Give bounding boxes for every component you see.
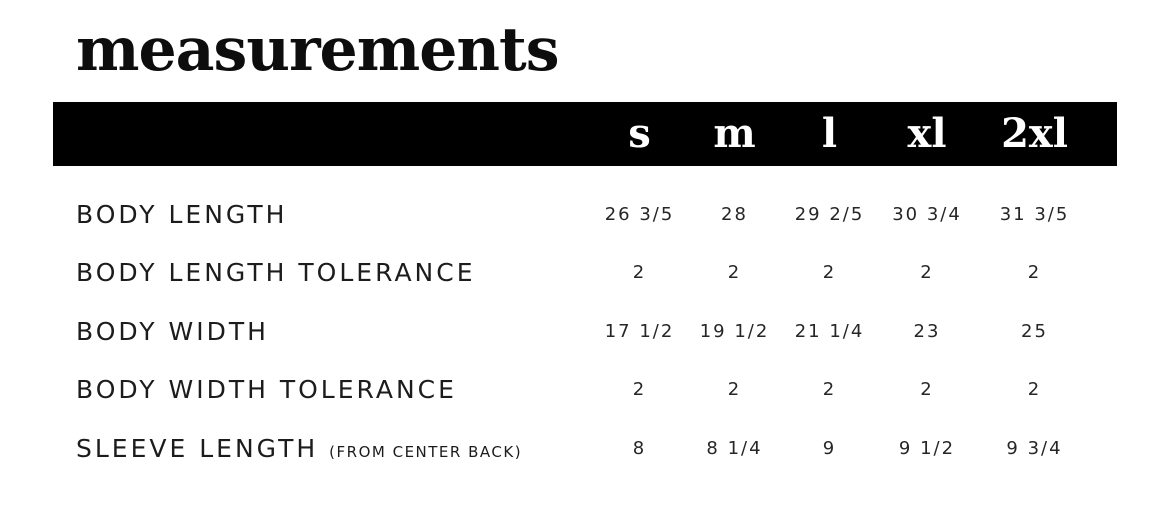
row-label-note: (FROM CENTER BACK) [329, 442, 523, 461]
row-label-text: BODY WIDTH [76, 316, 269, 346]
row-label-text: BODY LENGTH TOLERANCE [76, 258, 476, 288]
cell-value: 9 3/4 [1006, 437, 1063, 459]
cell-value: 17 1/2 [604, 320, 675, 342]
size-header-l: l [821, 110, 838, 157]
cell-value: 28 [721, 203, 748, 225]
cell-value: 31 3/5 [999, 203, 1070, 225]
row-label: BODY WIDTH [53, 317, 592, 346]
cell-value: 2 [727, 379, 742, 401]
size-header-m: m [713, 110, 756, 157]
cell-value: 9 1/2 [898, 437, 956, 459]
row-label-text: SLEEVE LENGTH [76, 433, 319, 463]
cell-value: 26 3/5 [604, 203, 675, 225]
cell-value: 2 [632, 262, 647, 284]
cell-value: 23 [913, 320, 941, 342]
row-label: BODY WIDTH TOLERANCE [53, 375, 592, 404]
table-row-body-width-tolerance: BODY WIDTH TOLERANCE 2 2 2 2 2 [53, 361, 1117, 420]
row-label: BODY LENGTH [53, 200, 592, 229]
row-label: BODY LENGTH TOLERANCE [53, 258, 592, 287]
table-row-body-width: BODY WIDTH 17 1/2 19 1/2 21 1/4 23 25 [53, 302, 1117, 361]
cell-value: 2 [920, 262, 934, 284]
size-header-2xl: 2xl [1001, 110, 1068, 157]
cell-value: 8 1/4 [706, 437, 763, 459]
cell-value: 2 [822, 379, 837, 401]
cell-value: 2 [727, 262, 742, 284]
cell-value: 29 2/5 [794, 203, 865, 225]
cell-value: 30 3/4 [892, 203, 962, 225]
cell-value: 2 [822, 262, 837, 284]
size-chart-table: s m l xl 2xl BODY LENGTH 26 3/5 28 29 2/… [53, 102, 1117, 478]
cell-value: 2 [1027, 379, 1042, 401]
cell-value: 8 [632, 437, 647, 459]
table-row-body-length: BODY LENGTH 26 3/5 28 29 2/5 30 3/4 31 3… [53, 185, 1117, 244]
cell-value: 2 [632, 379, 647, 401]
cell-value: 9 [822, 437, 837, 459]
cell-value: 19 1/2 [699, 320, 770, 342]
size-header-bar: s m l xl 2xl [53, 102, 1117, 166]
size-header-s: s [628, 110, 651, 157]
table-row-sleeve-length: SLEEVE LENGTH (FROM CENTER BACK) 8 8 1/4… [53, 419, 1117, 478]
table-row-body-length-tolerance: BODY LENGTH TOLERANCE 2 2 2 2 2 [53, 244, 1117, 303]
cell-value: 2 [1027, 262, 1042, 284]
row-label: SLEEVE LENGTH (FROM CENTER BACK) [53, 434, 592, 463]
cell-value: 21 1/4 [794, 320, 865, 342]
row-label-text: BODY LENGTH [76, 199, 288, 229]
cell-value: 2 [920, 379, 934, 401]
size-header-spacer [53, 134, 592, 138]
page-title: measurements [76, 15, 560, 85]
row-label-text: BODY WIDTH TOLERANCE [76, 375, 457, 405]
cell-value: 25 [1021, 320, 1048, 342]
size-header-xl: xl [907, 110, 947, 157]
